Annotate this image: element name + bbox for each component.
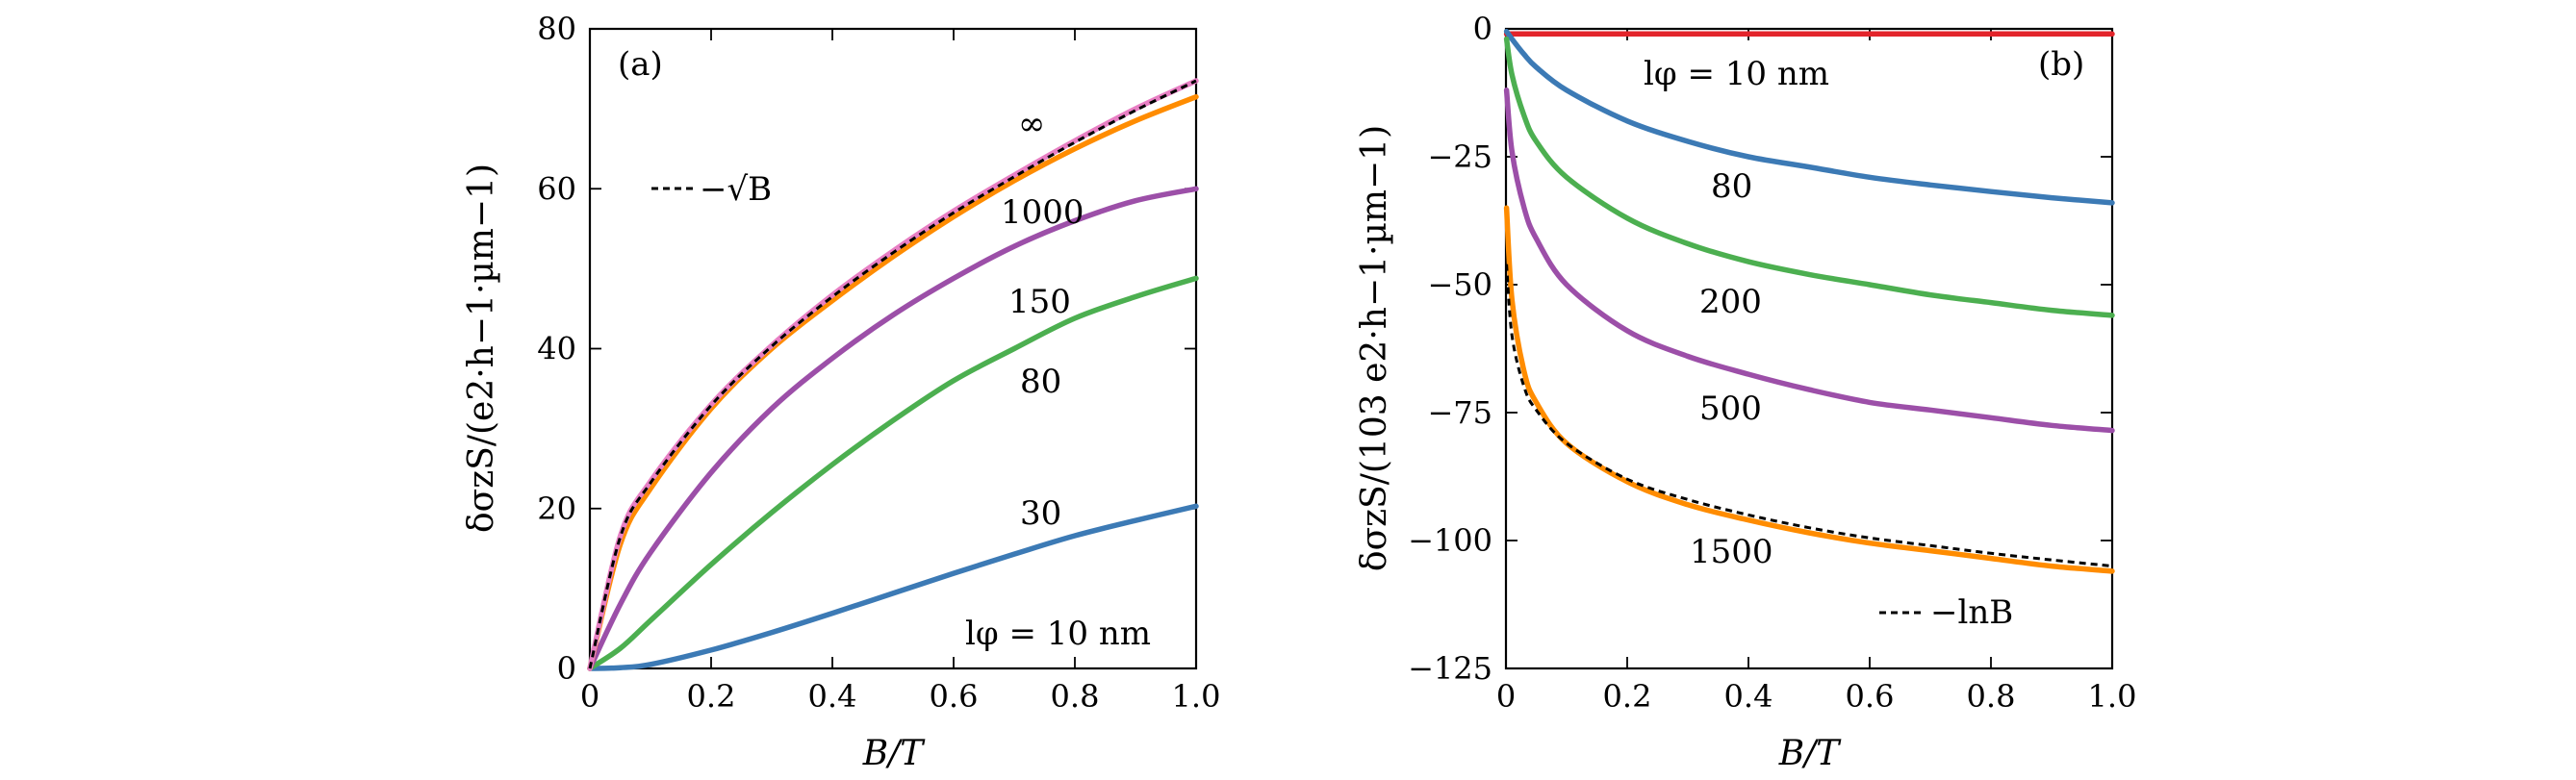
x-tick-label: 1.0 <box>1172 678 1221 715</box>
y-tick-label: −50 <box>1427 266 1492 303</box>
panel-b-label-200: 200 <box>1699 283 1762 321</box>
panel-b-label-1500: 1500 <box>1690 533 1773 571</box>
x-tick-label: 0.6 <box>930 678 979 715</box>
panel-b-frame <box>1504 27 2114 670</box>
series-line-1500 <box>1503 205 2115 574</box>
panel-b-y-ticks: 0 −25 −50 −75 −100 −125 <box>1408 11 2112 687</box>
x-tick-label: 0.8 <box>1967 678 2016 715</box>
series-line-∞ <box>587 78 1199 671</box>
x-tick-label: 0 <box>1496 678 1516 715</box>
series-line-reference <box>588 79 1197 669</box>
series-line-reference <box>1505 264 2113 568</box>
panel-b-annotation-prefix: lφ = 10 nm <box>1644 55 1829 93</box>
series-line-80 <box>1503 28 2115 206</box>
panel-a-label-80: 80 <box>1020 363 1061 401</box>
y-tick-label: −125 <box>1408 650 1492 687</box>
panel-a-annotation-prefix: lφ = 10 nm <box>965 615 1151 653</box>
panel-b-legend-text: −lnB <box>1930 593 2013 632</box>
panel-b-chart: 0 0.2 0.4 0.6 0.8 1.0 0−25−50−75−100−125 (b) … <box>1355 11 2136 773</box>
x-tick-label: 0.2 <box>687 678 736 715</box>
panel-a-x-axis-label: B/T <box>862 734 927 773</box>
series-line-1000 <box>587 93 1199 671</box>
panel-b-label: (b) <box>2038 45 2084 84</box>
panel-b-curves <box>1503 28 2115 574</box>
x-tick-label: 0.8 <box>1051 678 1100 715</box>
x-tick-label: 0.4 <box>808 678 857 715</box>
y-tick-label: 60 <box>537 170 576 207</box>
panel-a-label-1000: 1000 <box>1001 193 1084 232</box>
panel-a-legend-text: −√B <box>700 170 772 209</box>
x-tick-label: 1.0 <box>2088 678 2137 715</box>
series-line-500 <box>1503 88 2115 434</box>
panel-b-y-axis-label: δσzS/(103 e2·h−1·µm−1) <box>1355 125 1394 571</box>
y-tick-label: −75 <box>1427 394 1492 431</box>
panel-a-annotation: lφ = 10 nm <box>965 615 1151 653</box>
panel-b-x-axis-label: B/T <box>1778 734 1843 773</box>
x-tick-label: 0.2 <box>1603 678 1652 715</box>
x-tick-label: 0.6 <box>1846 678 1895 715</box>
y-tick-label: 0 <box>1473 11 1492 47</box>
panel-a-x-ticks: 0 0.2 0.4 0.6 0.8 1.0 <box>580 29 1221 715</box>
panel-a-label-inf: ∞ <box>1018 105 1045 143</box>
y-tick-label: 40 <box>537 331 576 367</box>
x-tick-label: 0 <box>580 678 599 715</box>
y-tick-label: 20 <box>537 491 576 527</box>
panel-a-label: (a) <box>618 45 663 84</box>
y-tick-label: 80 <box>537 11 576 47</box>
panel-a-chart: 0 0.2 0.4 0.6 0.8 1.0 0 20 40 60 80 (a) −√B ∞ 100… <box>462 11 1220 773</box>
series-line-200 <box>1503 36 2115 318</box>
panel-b-label-500: 500 <box>1699 390 1762 428</box>
panel-a-curves <box>587 78 1199 671</box>
panel-a-label-30: 30 <box>1020 494 1061 533</box>
series-line-150 <box>587 186 1199 671</box>
panel-b-annotation: lφ = 10 nm <box>1644 55 1829 93</box>
panel-b-label-80: 80 <box>1711 167 1752 206</box>
series-line-80 <box>587 275 1199 671</box>
series-line-30 <box>587 503 1199 671</box>
y-tick-label: 0 <box>557 650 576 687</box>
y-tick-label: −25 <box>1427 138 1492 175</box>
panel-a-label-150: 150 <box>1008 283 1071 321</box>
y-tick-label: −100 <box>1408 522 1492 559</box>
panel-a-y-axis-label: δσzS/(e2·h−1·µm−1) <box>462 164 501 533</box>
panel-b-x-ticks: 0 0.2 0.4 0.6 0.8 1.0 <box>1496 29 2137 715</box>
panel-a-y-ticks: 0 20 40 60 80 <box>537 11 1196 687</box>
x-tick-label: 0.4 <box>1724 678 1773 715</box>
